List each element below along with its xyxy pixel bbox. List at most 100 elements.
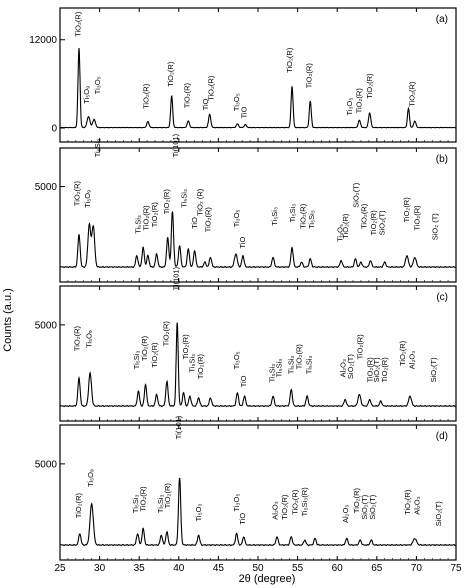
peak-label: TiO₂(R): [196, 353, 205, 379]
panel-frame: [59, 424, 457, 561]
peak-label: TiO₂(R): [161, 321, 170, 347]
peak-label: TiO₂ (R): [195, 188, 204, 216]
peak-label: TiO₂(R): [142, 83, 151, 109]
xrd-pattern-line: [59, 322, 457, 408]
peak-label: TiO₂(R): [207, 75, 216, 101]
peak-label: TiO₂(R): [150, 202, 159, 228]
peak-label: TiO₂(R): [341, 213, 350, 239]
xrd-pattern-line: [59, 477, 457, 547]
peak-label: Ti₅O₉: [85, 330, 94, 348]
peak-label: Ti(101): [174, 415, 183, 439]
peak-label: SiO₂(T): [372, 357, 381, 382]
peak-label: Ti₅Si₃: [156, 494, 165, 513]
peak-label: Ti₅Si₃: [131, 494, 140, 513]
x-tick-label: 70: [411, 563, 423, 574]
peak-label: TiO₂(R): [203, 207, 212, 233]
peak-label: Ti₅O₃: [194, 504, 203, 522]
peak-label: SiO₂(T): [429, 357, 438, 382]
peak-label: TiO₂(R): [359, 203, 368, 229]
peak-label: Al₂O₃: [271, 501, 280, 519]
peak-label: TiO₂(R): [402, 197, 411, 223]
panel-frame: [59, 147, 457, 283]
peak-label: Ti₃O₅: [232, 494, 241, 512]
peak-label: TiO₂(R): [366, 357, 375, 383]
peak-label: Ti₃O₅: [93, 76, 102, 94]
peak-label: Ti₃O₅: [336, 224, 345, 242]
peak-label: Al₂O₃: [408, 351, 417, 369]
peak-label: TiO₂(R): [305, 63, 314, 89]
peak-label: Ti₅Si₃: [180, 189, 189, 208]
peak-label: Ti₅Si₃: [132, 350, 141, 369]
peak-label: SiO₂(T): [346, 354, 355, 379]
peak-label: TiO: [238, 513, 247, 525]
peak-label: TiO₂(R): [183, 82, 192, 108]
peak-label: TiO: [201, 98, 210, 110]
peak-label: TiO₂(R): [369, 210, 378, 236]
peak-label: Ti₅Si₃: [188, 354, 197, 373]
peak-label: Ti₅Si₃: [288, 204, 297, 223]
peak-label: Ti₅Si₃: [268, 364, 277, 383]
x-tick-label: 60: [332, 563, 344, 574]
y-tick-label: 12000: [29, 35, 57, 46]
peak-label: TiO₂(R): [403, 489, 412, 515]
peak-label: Ti(101): [171, 133, 180, 157]
peak-label: Ti₃O₅: [232, 351, 241, 369]
peak-label: TiO₂(R): [290, 489, 299, 515]
peak-label: SiO₂(T): [360, 494, 369, 519]
peak-label: TiO₂(R): [150, 342, 159, 368]
peak-label: Ti₅Si₃: [270, 207, 279, 226]
peak-label: TiO₂(R): [285, 47, 294, 73]
y-tick-label: 5000: [35, 182, 58, 193]
peak-label: TiO₂(R): [163, 483, 172, 509]
peak-label: SiO₂(T): [378, 210, 387, 235]
peak-label: Ti₅O₉: [83, 190, 92, 208]
peak-label: TiO: [240, 106, 249, 118]
peak-label: TiO₂(R): [280, 494, 289, 520]
peak-label: TiO₂(R): [380, 357, 389, 383]
peak-label: Ti₅Si₃: [134, 215, 143, 234]
x-tick-label: 40: [173, 563, 185, 574]
y-tick-label: 5000: [35, 320, 58, 331]
peak-label: TiO₂(R): [408, 81, 417, 107]
peak-label: TiO₂(R): [73, 180, 82, 206]
peak-label: Ti₅Si₃: [307, 210, 316, 229]
peak-label: TiO₂(R): [142, 205, 151, 231]
peak-label: TiO₂(R): [166, 61, 175, 87]
peak-label: TiO₂(R): [73, 11, 82, 37]
peak-label: TiO₂(R): [140, 335, 149, 361]
peak-label: Ti₅Si₃: [287, 355, 296, 374]
peak-label: TiO₂(R): [412, 205, 421, 231]
panel-label: (c): [436, 292, 448, 303]
xrd-pattern-line: [59, 211, 457, 269]
x-tick-label: 25: [54, 563, 66, 574]
panel-frame: [59, 7, 457, 143]
peak-label: Ti₅O₉: [82, 86, 91, 104]
y-tick-label: 0: [51, 124, 57, 135]
peak-label: Ti(101): [172, 266, 181, 290]
peak-label: TiO: [238, 237, 247, 249]
y-axis-title: Counts (a.u.): [2, 288, 14, 352]
x-tick-label: 50: [252, 563, 264, 574]
y-tick-label: 5000: [35, 459, 58, 470]
peak-label: TiO₂(R): [181, 334, 190, 360]
peak-label: TiO₂(R): [162, 189, 171, 215]
peak-label: SiO₂ (T): [431, 213, 440, 241]
peak-label: Ti₅Si₃: [305, 355, 314, 374]
peak-label: TiO₂(R): [73, 325, 82, 351]
x-tick-label: 55: [292, 563, 304, 574]
peak-label: TiO: [190, 217, 199, 229]
x-tick-label: 45: [213, 563, 225, 574]
peak-label: TiO₂(R): [138, 486, 147, 512]
peak-label: Al₂O₃: [412, 496, 421, 514]
peak-label: TiO₂(R): [355, 334, 364, 360]
peak-label: Ti₅Si₃: [93, 139, 102, 158]
peak-label: Ti₅Si₃(R): [300, 487, 309, 517]
x-tick-label: 65: [371, 563, 383, 574]
panel-label: (d): [436, 431, 448, 442]
